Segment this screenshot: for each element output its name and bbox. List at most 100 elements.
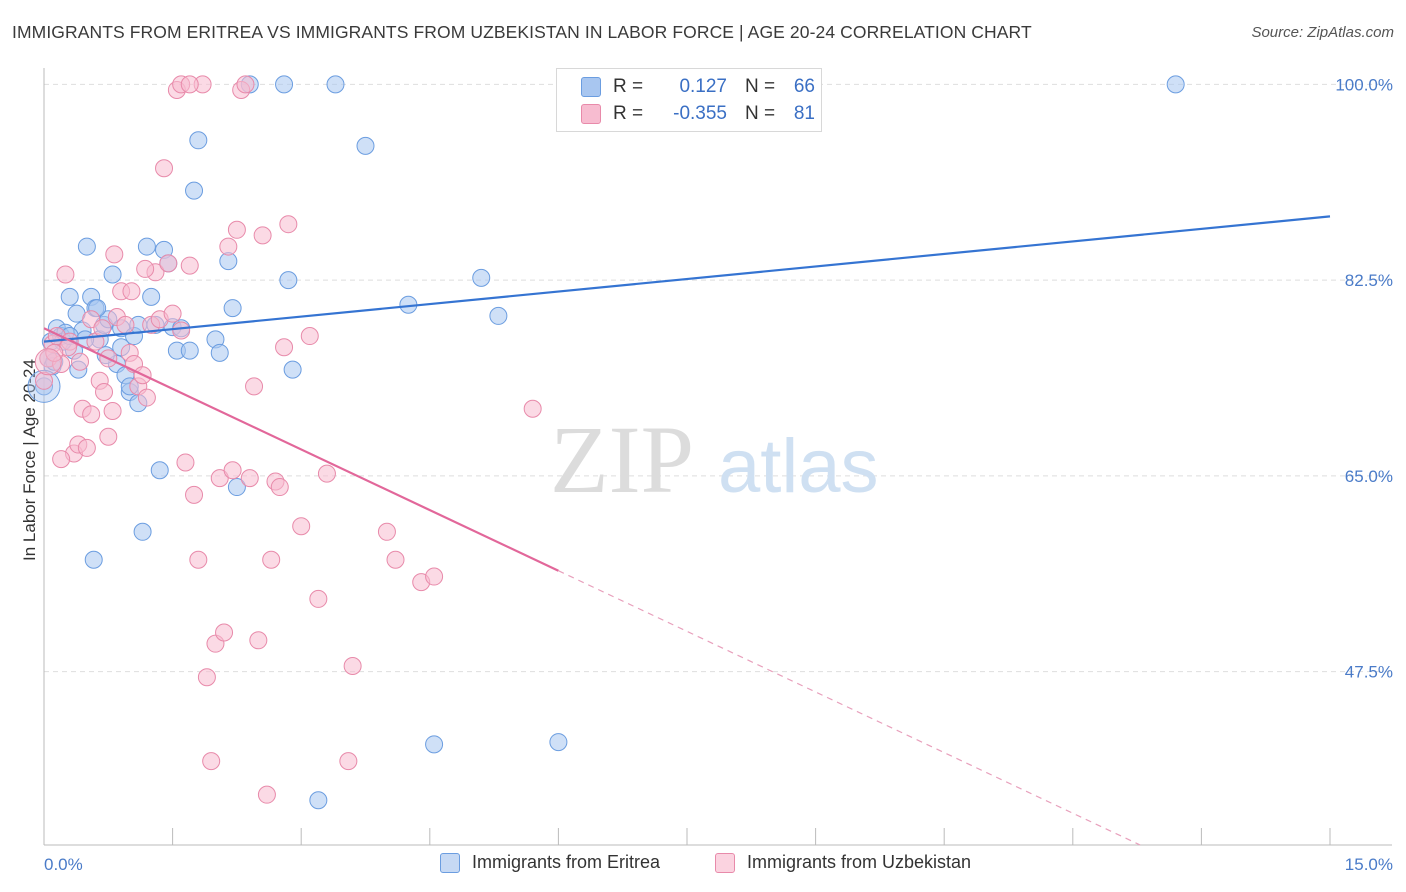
data-point: [377, 522, 396, 541]
data-point: [133, 522, 152, 541]
data-point: [339, 752, 358, 771]
legend-n-label: N =: [745, 103, 776, 124]
chart-title: IMMIGRANTS FROM ERITREA VS IMMIGRANTS FR…: [12, 22, 1032, 42]
legend-n-value: 81: [793, 103, 815, 124]
data-point: [136, 259, 155, 278]
legend-swatch-eritrea: [581, 77, 601, 97]
data-point: [185, 181, 204, 200]
data-point: [180, 256, 199, 275]
data-point: [155, 159, 174, 178]
data-point: [60, 287, 79, 306]
data-point: [77, 438, 96, 457]
data-point: [253, 226, 272, 245]
data-point: [137, 237, 156, 256]
data-point: [82, 405, 101, 424]
data-point: [343, 657, 362, 676]
data-point: [159, 254, 178, 273]
source-label: Source: ZipAtlas.com: [1251, 24, 1394, 41]
axes: [43, 68, 1392, 846]
y-tick-label: 47.5%: [1345, 663, 1393, 682]
x-tick-label: 0.0%: [44, 855, 83, 874]
data-point: [210, 343, 229, 362]
data-point: [105, 245, 124, 264]
data-point: [257, 785, 276, 804]
watermark-zip: ZIP: [550, 406, 694, 513]
legend-n-label: N =: [745, 76, 776, 97]
trend-line-uzbekistan-extension: [558, 570, 1141, 846]
data-point: [386, 550, 405, 569]
data-point: [523, 399, 542, 418]
stats-legend: R = 0.127 N = 66 R = -0.355 N = 81: [556, 68, 822, 132]
legend-item-uzbekistan[interactable]: Immigrants from Uzbekistan: [715, 852, 971, 873]
legend-row-eritrea: R = 0.127 N = 66: [581, 74, 815, 100]
data-point: [472, 268, 491, 287]
series-uzbekistan: [34, 75, 542, 804]
y-tick-label: 65.0%: [1345, 467, 1393, 486]
data-point: [103, 401, 122, 420]
data-point: [249, 631, 268, 650]
data-point: [77, 237, 96, 256]
data-point: [425, 735, 444, 754]
data-point: [176, 453, 195, 472]
data-point: [185, 485, 204, 504]
data-point: [215, 623, 234, 642]
data-point: [279, 271, 298, 290]
y-tick-label: 82.5%: [1345, 271, 1393, 290]
data-point: [275, 75, 294, 94]
data-point: [317, 464, 336, 483]
data-point: [309, 791, 328, 810]
data-point: [240, 469, 259, 488]
data-point: [35, 371, 53, 390]
x-tick-label: 15.0%: [1345, 855, 1393, 874]
data-point: [99, 427, 118, 446]
data-point: [219, 237, 238, 256]
series-legend: Immigrants from Eritrea Immigrants from …: [0, 852, 1406, 878]
data-point: [71, 352, 90, 371]
data-point: [180, 75, 199, 94]
data-point: [93, 319, 112, 338]
data-point: [489, 306, 508, 325]
data-point: [425, 567, 444, 586]
data-point: [202, 752, 221, 771]
data-point: [180, 341, 199, 360]
data-point: [1166, 75, 1185, 94]
data-point: [236, 75, 255, 94]
trend-line-eritrea: [43, 215, 1331, 343]
data-point: [227, 220, 246, 239]
data-point: [116, 315, 135, 334]
legend-item-eritrea[interactable]: Immigrants from Eritrea: [440, 852, 660, 873]
data-point: [262, 550, 281, 569]
data-point: [197, 668, 216, 687]
data-point: [137, 388, 156, 407]
data-point: [356, 136, 375, 155]
data-point: [84, 550, 103, 569]
data-point: [275, 338, 294, 357]
data-point: [95, 382, 114, 401]
data-point: [142, 287, 161, 306]
data-point: [283, 360, 302, 379]
legend-r-value: -0.355: [673, 103, 727, 124]
data-point: [300, 327, 319, 346]
data-point: [189, 550, 208, 569]
data-point: [163, 304, 182, 323]
data-point: [150, 461, 169, 480]
trend-line-uzbekistan: [43, 327, 559, 572]
data-point: [326, 75, 345, 94]
legend-swatch-eritrea: [440, 852, 460, 873]
data-point: [56, 265, 75, 284]
data-point: [122, 282, 141, 301]
legend-row-uzbekistan: R = -0.355 N = 81: [581, 101, 815, 127]
data-point: [227, 478, 246, 497]
data-point: [189, 131, 208, 150]
data-point: [223, 299, 242, 318]
legend-label-uzbekistan: Immigrants from Uzbekistan: [747, 852, 972, 872]
data-point: [103, 265, 122, 284]
trend-lines: [43, 215, 1331, 846]
legend-swatch-uzbekistan: [581, 104, 601, 124]
data-point: [549, 733, 568, 752]
data-point: [292, 517, 311, 536]
data-point: [245, 377, 264, 396]
data-point: [223, 461, 242, 480]
tick-labels: 47.5% 65.0% 82.5% 100.0% 0.0% 15.0%: [44, 75, 1393, 874]
